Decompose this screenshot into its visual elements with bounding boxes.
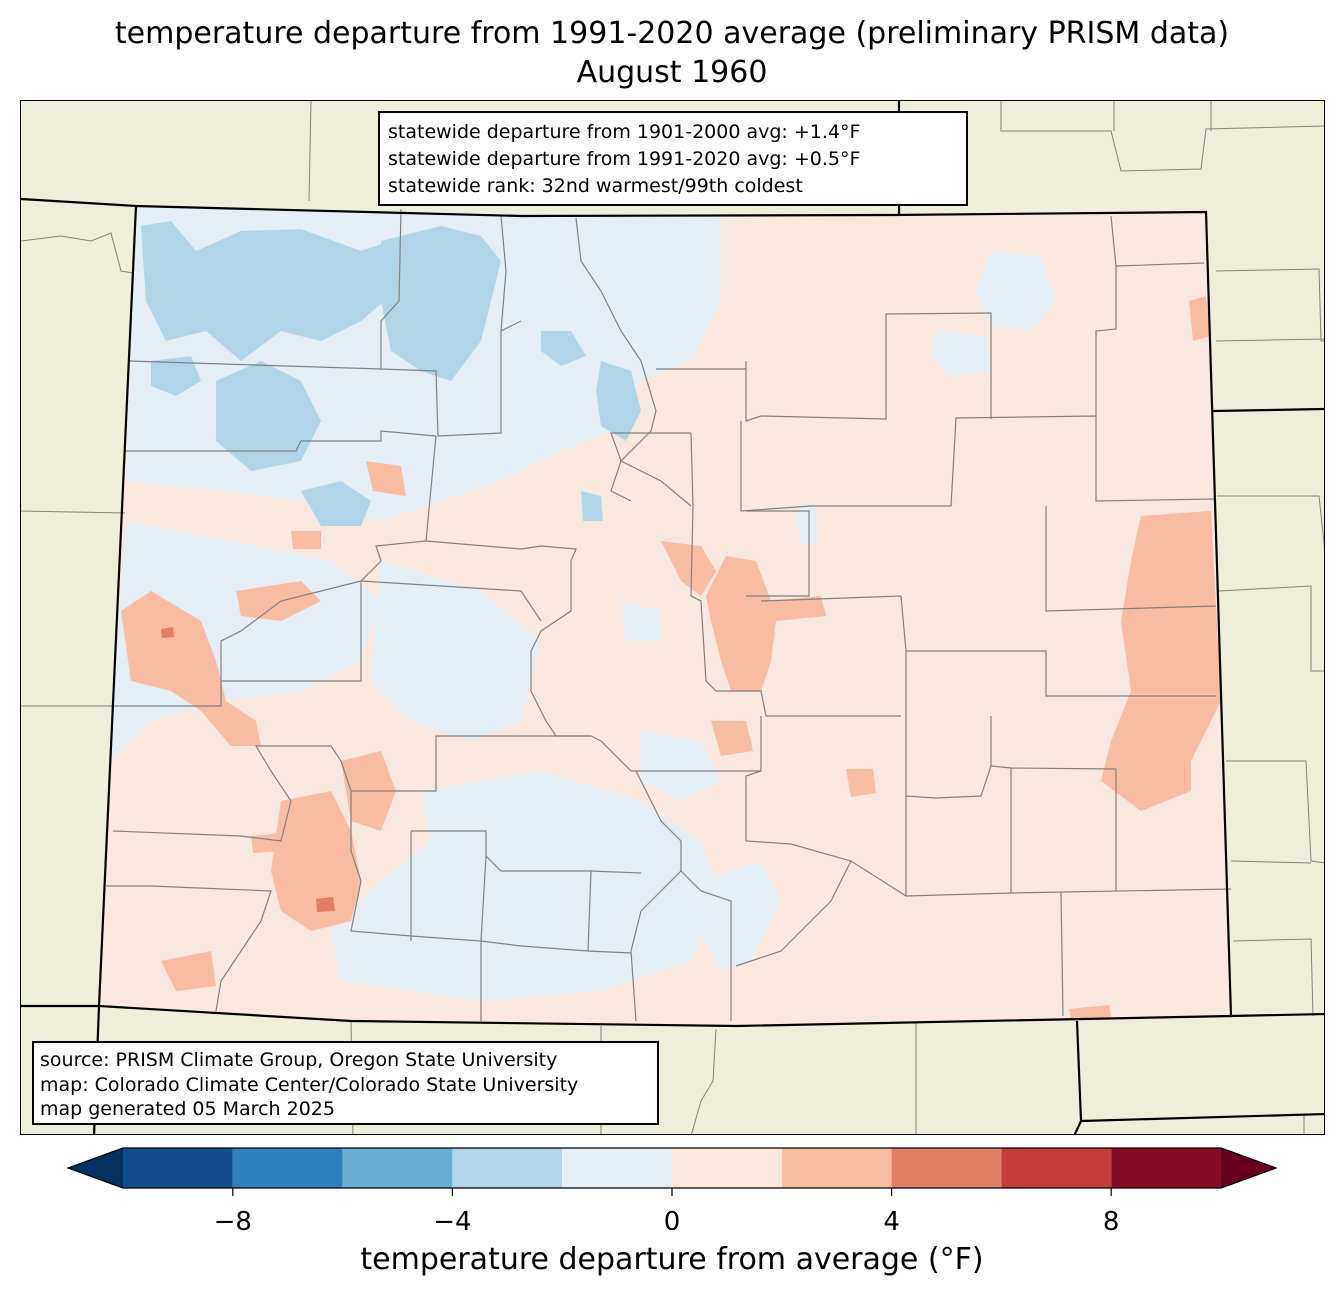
source-box: source: PRISM Climate Group, Oregon Stat… [32, 1041, 659, 1125]
colorbar-bin [1001, 1148, 1112, 1188]
colorbar-bin [562, 1148, 672, 1188]
colorbar-tick-label: 8 [1103, 1207, 1120, 1237]
warm-departure-areas [121, 296, 1221, 1019]
neighbor-county-boundaries [21, 101, 1324, 1134]
map-panel [20, 100, 1325, 1135]
stats-departure-1991-2020: statewide departure from 1991-2020 avg: … [388, 148, 861, 170]
map-title: temperature departure from 1991-2020 ave… [114, 16, 1230, 51]
colorbar-bin [232, 1148, 343, 1188]
hot-departure-areas [161, 627, 335, 912]
cold-departure-areas [141, 221, 641, 526]
county-boundaries [106, 208, 1232, 1022]
colorbar-bin [342, 1148, 453, 1188]
colorado-map [21, 101, 1324, 1134]
colorbar-tick-label: −4 [433, 1207, 471, 1237]
colorbar-label: temperature departure from average (°F) [360, 1242, 984, 1277]
colorbar-over-arrow [1221, 1148, 1276, 1188]
stats-departure-1901-2000: statewide departure from 1901-2000 avg: … [388, 121, 861, 143]
colorbar-bin [452, 1148, 563, 1188]
stats-rank: statewide rank: 32nd warmest/99th coldes… [388, 175, 803, 197]
colorbar-ticks: −8 −4 0 4 8 [214, 1188, 1120, 1237]
source-line-prism: source: PRISM Climate Group, Oregon Stat… [40, 1049, 558, 1071]
colorbar-bin [1111, 1148, 1221, 1188]
colorbar-bin [123, 1148, 233, 1188]
colorbar: −8 −4 0 4 8 [66, 1147, 1278, 1237]
colorbar-bin [672, 1148, 782, 1188]
colorbar-tick-label: −8 [214, 1207, 252, 1237]
statewide-stats-box: statewide departure from 1901-2000 avg: … [378, 111, 968, 206]
colorbar-tick-label: 0 [664, 1207, 681, 1237]
colorbar-bins [66, 1147, 1278, 1189]
colorbar-outline [66, 1147, 1278, 1189]
colorbar-bin [781, 1148, 892, 1188]
map-subtitle: August 1960 [576, 55, 768, 90]
colorbar-tick-label: 4 [883, 1207, 900, 1237]
colorbar-under-arrow [68, 1148, 123, 1188]
source-line-map: map: Colorado Climate Center/Colorado St… [40, 1073, 579, 1096]
colorbar-bin [891, 1148, 1002, 1188]
source-line-generated: map generated 05 March 2025 [40, 1098, 335, 1120]
